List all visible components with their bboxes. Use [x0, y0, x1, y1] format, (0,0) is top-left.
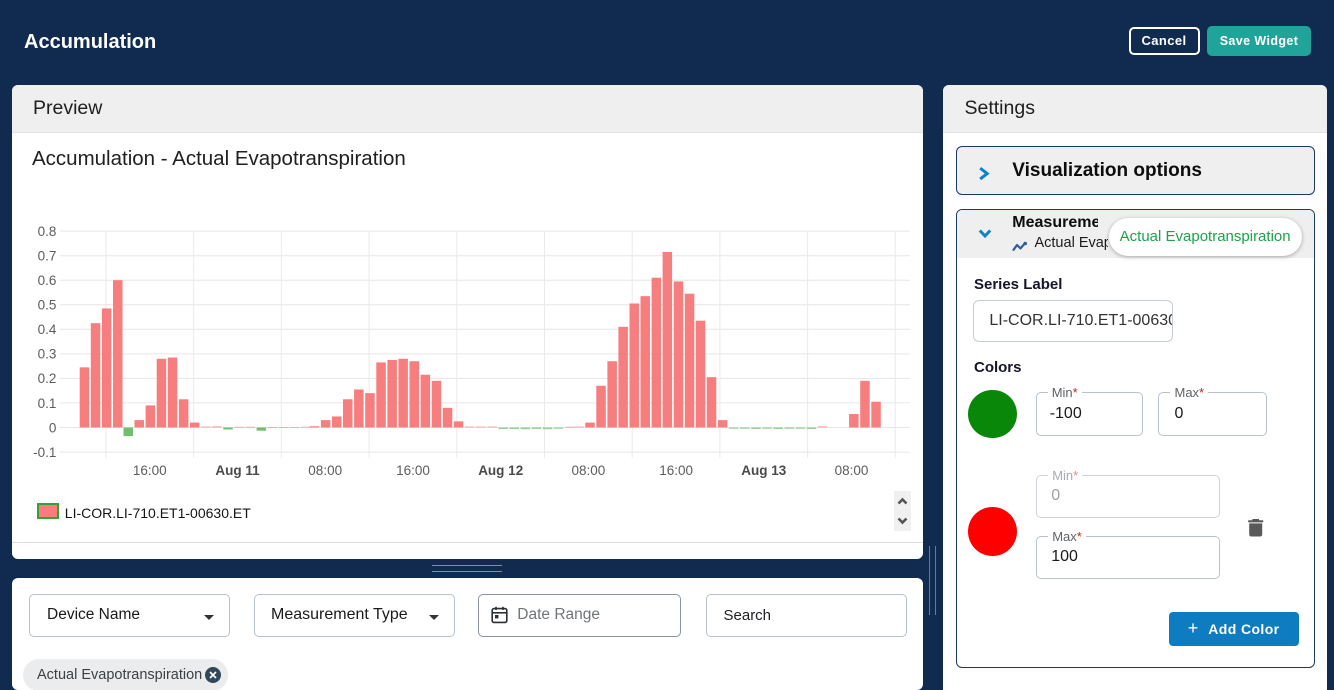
svg-text:0.4: 0.4	[38, 322, 57, 337]
svg-text:08:00: 08:00	[835, 463, 869, 478]
svg-text:0.3: 0.3	[38, 347, 57, 362]
svg-text:08:00: 08:00	[572, 463, 606, 478]
svg-text:16:00: 16:00	[396, 463, 430, 478]
svg-text:0.1: 0.1	[38, 396, 57, 411]
svg-text:Aug 12: Aug 12	[478, 463, 523, 478]
svg-text:Aug 13: Aug 13	[741, 463, 787, 478]
svg-text:0.8: 0.8	[38, 224, 57, 239]
svg-text:0.5: 0.5	[38, 298, 57, 313]
svg-text:08:00: 08:00	[308, 463, 342, 478]
svg-text:16:00: 16:00	[133, 463, 167, 478]
svg-text:0: 0	[49, 421, 57, 436]
svg-text:Aug 11: Aug 11	[215, 463, 260, 478]
svg-text:0.6: 0.6	[38, 273, 57, 288]
svg-text:0.2: 0.2	[38, 372, 57, 387]
svg-text:16:00: 16:00	[659, 463, 693, 478]
svg-text:0.7: 0.7	[38, 249, 57, 264]
svg-text:-0.1: -0.1	[33, 445, 56, 460]
